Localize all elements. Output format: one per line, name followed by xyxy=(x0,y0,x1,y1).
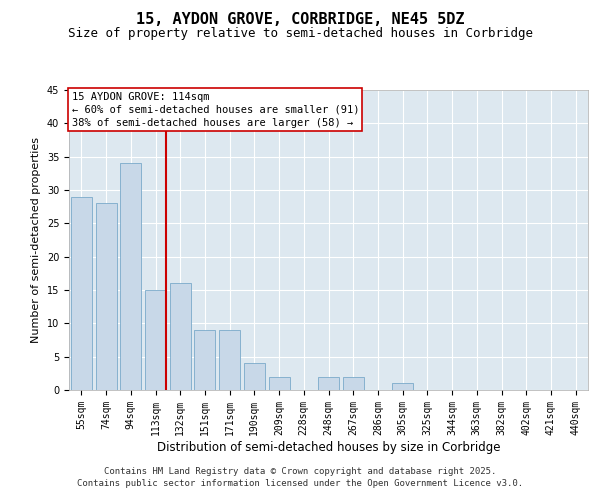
Bar xyxy=(95,204,116,390)
Bar xyxy=(219,330,240,390)
Bar xyxy=(145,290,166,390)
Text: Contains HM Land Registry data © Crown copyright and database right 2025.
Contai: Contains HM Land Registry data © Crown c… xyxy=(77,466,523,487)
Bar xyxy=(318,376,339,390)
Text: Size of property relative to semi-detached houses in Corbridge: Size of property relative to semi-detach… xyxy=(67,28,533,40)
Bar xyxy=(71,196,92,390)
Bar xyxy=(244,364,265,390)
Bar xyxy=(343,376,364,390)
Bar xyxy=(170,284,191,390)
Bar xyxy=(269,376,290,390)
Bar xyxy=(194,330,215,390)
Y-axis label: Number of semi-detached properties: Number of semi-detached properties xyxy=(31,137,41,343)
Bar xyxy=(120,164,141,390)
X-axis label: Distribution of semi-detached houses by size in Corbridge: Distribution of semi-detached houses by … xyxy=(157,440,500,454)
Text: 15, AYDON GROVE, CORBRIDGE, NE45 5DZ: 15, AYDON GROVE, CORBRIDGE, NE45 5DZ xyxy=(136,12,464,28)
Bar xyxy=(392,384,413,390)
Text: 15 AYDON GROVE: 114sqm
← 60% of semi-detached houses are smaller (91)
38% of sem: 15 AYDON GROVE: 114sqm ← 60% of semi-det… xyxy=(71,92,359,128)
